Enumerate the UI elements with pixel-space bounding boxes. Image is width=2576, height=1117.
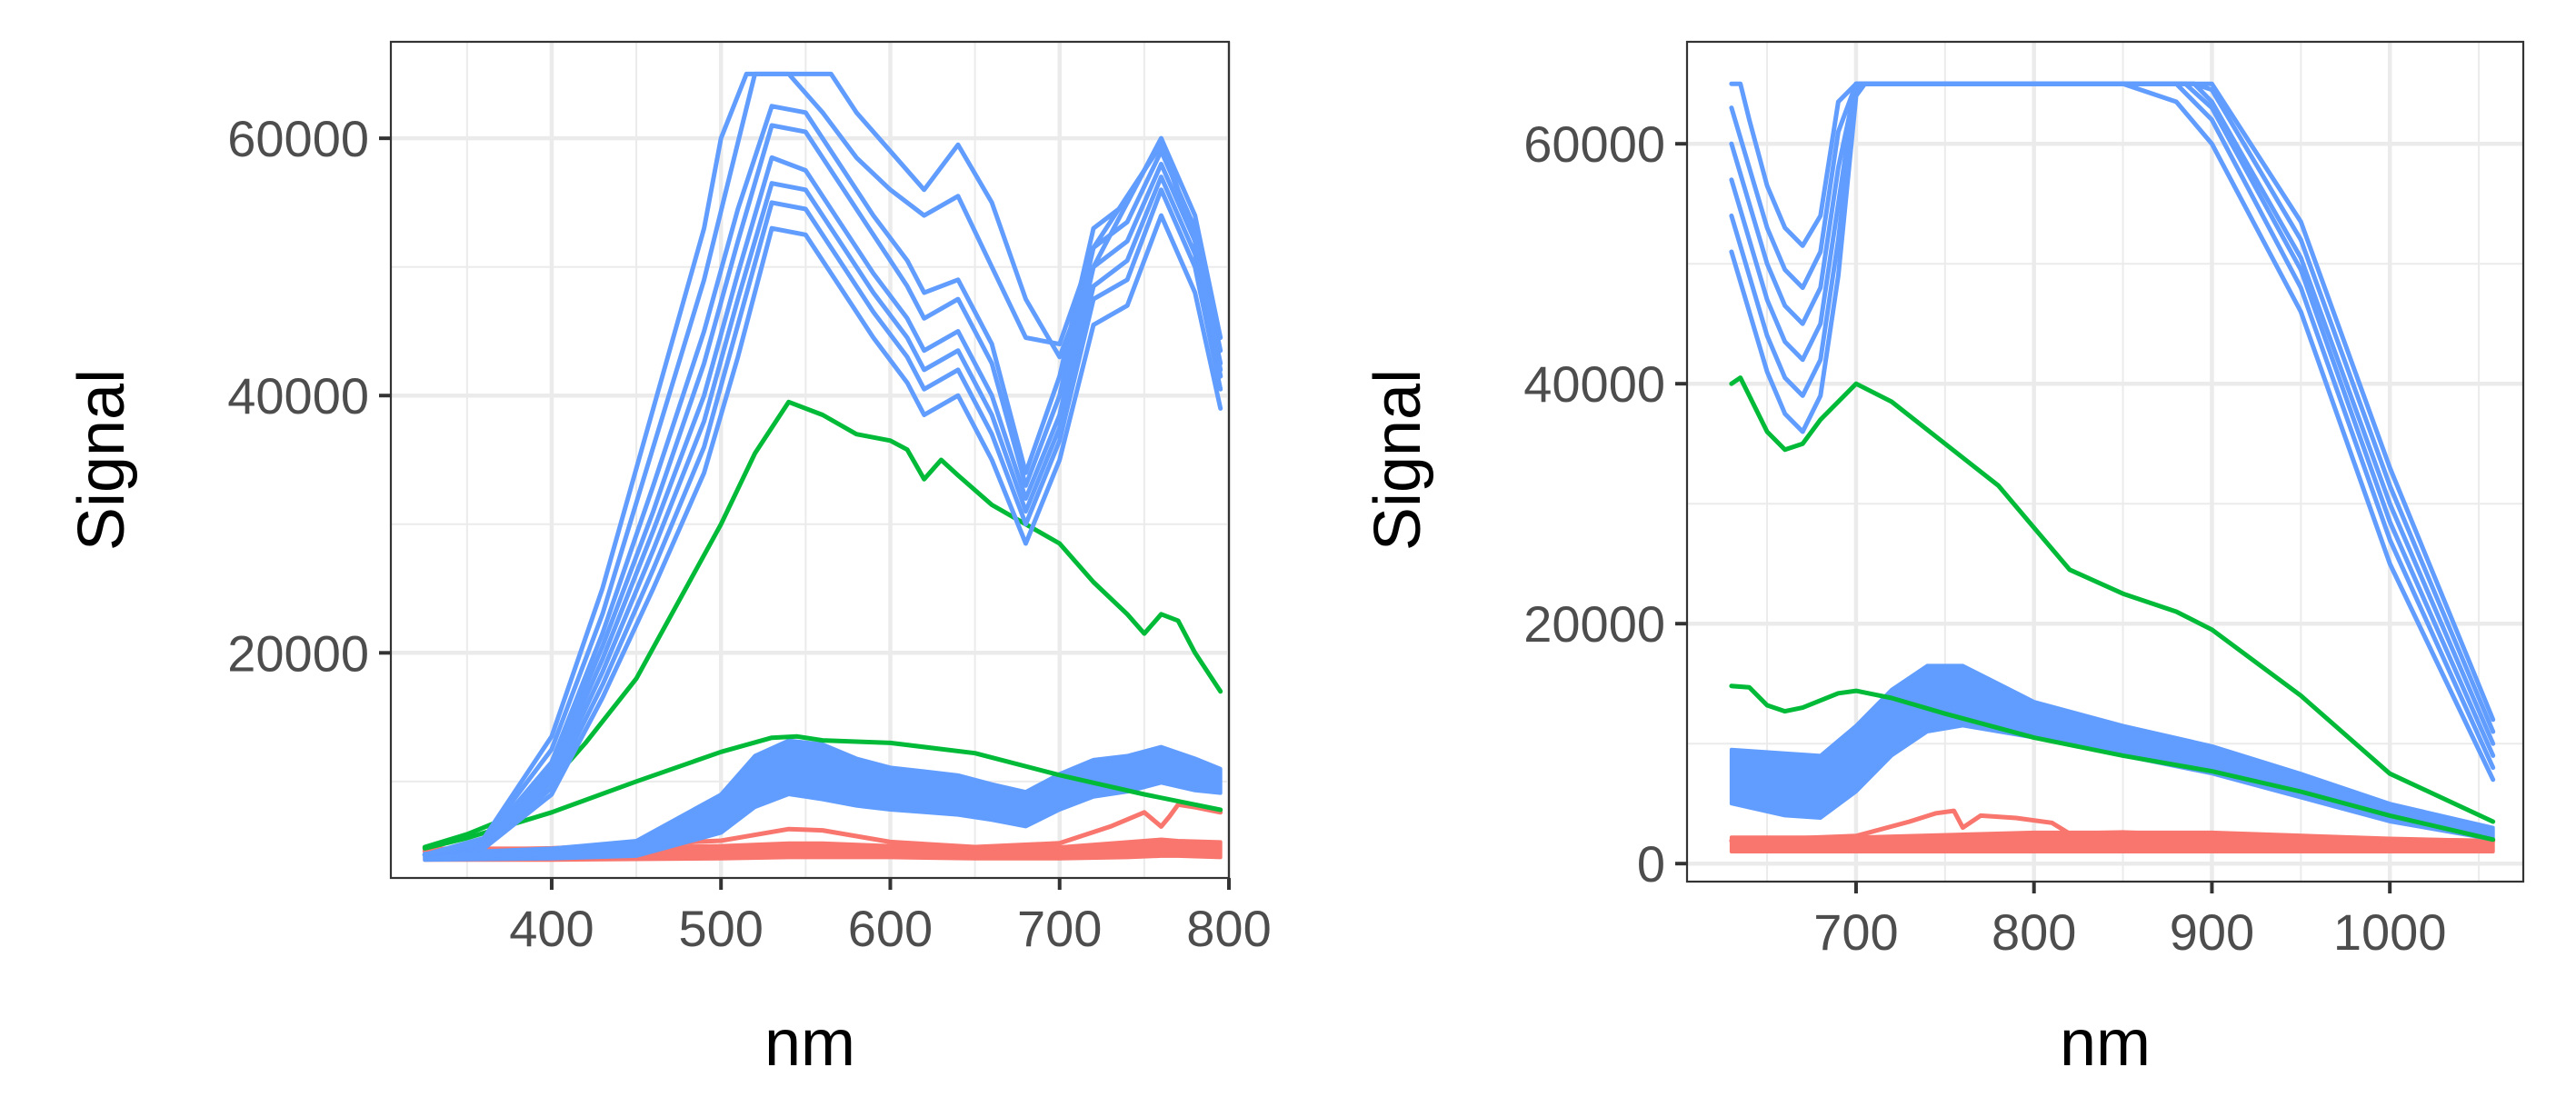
right-y-tick-label: 60000	[1523, 115, 1665, 173]
right-chart: 700 800 900 1000 0 20000 40000 60000 nm Signal	[1362, 40, 2525, 1080]
right-series-layer	[1729, 81, 2496, 853]
left-y-tick-label: 60000	[227, 110, 369, 167]
right-series-line-1	[1729, 808, 2496, 843]
left-y-tick-label: 40000	[227, 367, 369, 424]
right-x-tick-label: 1000	[2333, 903, 2447, 961]
left-series-line-6	[422, 187, 1223, 857]
right-series-line-10	[1729, 81, 2496, 723]
left-series-line-11	[422, 71, 1223, 857]
left-series-line-10	[422, 104, 1223, 857]
right-axis-ticks: 700 800 900 1000 0 20000 40000 60000	[1523, 115, 2446, 961]
right-y-tick-label: 0	[1637, 835, 1665, 893]
left-series-line-1	[422, 802, 1223, 853]
right-y-tick-label: 40000	[1523, 355, 1665, 413]
left-x-axis-title: nm	[764, 1007, 855, 1080]
right-x-tick-label: 900	[2170, 903, 2254, 961]
right-series-line-9	[1729, 81, 2496, 734]
left-x-tick-label: 600	[848, 900, 933, 957]
right-series-line-8	[1729, 81, 2496, 746]
right-x-axis-title: nm	[2060, 1007, 2151, 1080]
right-y-tick-label: 20000	[1523, 595, 1665, 653]
right-series-line-3	[1729, 375, 2496, 824]
left-x-tick-label: 500	[678, 900, 763, 957]
right-y-axis-title: Signal	[1362, 369, 1434, 551]
left-axis-ticks: 400 500 600 700 800 20000 40000 60000	[227, 110, 1271, 957]
left-series-line-3	[422, 733, 1223, 851]
left-series-band-2	[423, 738, 1223, 863]
right-series-line-7	[1729, 81, 2496, 758]
left-series-line-4	[422, 399, 1223, 850]
left-x-tick-label: 800	[1186, 900, 1271, 957]
left-y-tick-label: 20000	[227, 624, 369, 682]
left-panel-border	[389, 40, 1231, 880]
left-y-axis-title: Signal	[65, 369, 138, 551]
left-series-line-7	[422, 175, 1223, 857]
left-series-line-5	[422, 213, 1223, 857]
right-panel-border	[1685, 40, 2525, 883]
right-series-line-4	[1729, 683, 2496, 843]
right-x-tick-label: 700	[1813, 903, 1898, 961]
left-series-line-8	[422, 155, 1223, 857]
left-chart: 400 500 600 700 800 20000 40000 60000 nm Signal	[65, 40, 1272, 1080]
right-x-tick-label: 800	[1992, 903, 2076, 961]
right-series-line-6	[1729, 81, 2496, 771]
left-series-layer	[422, 71, 1223, 863]
left-series-line-12	[422, 71, 1223, 857]
left-x-tick-label: 700	[1017, 900, 1102, 957]
left-x-tick-label: 400	[509, 900, 594, 957]
